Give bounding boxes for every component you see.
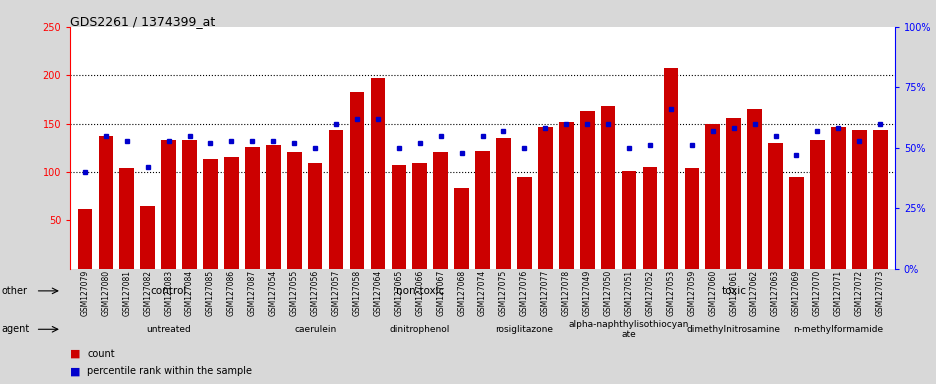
Bar: [600, 106, 615, 269]
Text: ■: ■: [70, 349, 80, 359]
Bar: [663, 68, 678, 269]
Bar: [182, 140, 197, 269]
Bar: [266, 145, 280, 269]
Bar: [244, 147, 259, 269]
Bar: [705, 124, 720, 269]
Bar: [454, 189, 468, 269]
Bar: [349, 92, 364, 269]
Text: agent: agent: [2, 324, 30, 334]
Text: non-toxic: non-toxic: [395, 286, 444, 296]
Text: other: other: [2, 286, 28, 296]
Bar: [286, 152, 301, 269]
Text: control: control: [151, 286, 186, 296]
Bar: [830, 127, 845, 269]
Bar: [579, 111, 593, 269]
Bar: [412, 163, 427, 269]
Text: percentile rank within the sample: percentile rank within the sample: [87, 366, 252, 376]
Bar: [371, 78, 385, 269]
Text: n-methylformamide: n-methylformamide: [793, 325, 883, 334]
Text: count: count: [87, 349, 114, 359]
Bar: [308, 163, 322, 269]
Bar: [433, 152, 447, 269]
Bar: [747, 109, 761, 269]
Bar: [475, 151, 490, 269]
Bar: [391, 165, 405, 269]
Bar: [329, 131, 343, 269]
Bar: [684, 168, 698, 269]
Bar: [140, 206, 154, 269]
Bar: [851, 131, 866, 269]
Bar: [768, 143, 782, 269]
Bar: [642, 167, 656, 269]
Text: untreated: untreated: [146, 325, 191, 334]
Bar: [788, 177, 803, 269]
Bar: [872, 131, 886, 269]
Bar: [161, 140, 176, 269]
Bar: [622, 171, 636, 269]
Bar: [559, 122, 573, 269]
Text: dinitrophenol: dinitrophenol: [389, 325, 449, 334]
Text: GDS2261 / 1374399_at: GDS2261 / 1374399_at: [70, 15, 215, 28]
Bar: [810, 140, 824, 269]
Text: alpha-naphthylisothiocyan
ate: alpha-naphthylisothiocyan ate: [568, 319, 689, 339]
Text: caerulein: caerulein: [294, 325, 336, 334]
Bar: [224, 157, 239, 269]
Text: ■: ■: [70, 366, 80, 376]
Bar: [725, 118, 740, 269]
Bar: [78, 209, 92, 269]
Text: rosiglitazone: rosiglitazone: [495, 325, 553, 334]
Text: dimethylnitrosamine: dimethylnitrosamine: [686, 325, 780, 334]
Text: toxic: toxic: [721, 286, 745, 296]
Bar: [496, 138, 510, 269]
Bar: [119, 168, 134, 269]
Bar: [517, 177, 531, 269]
Bar: [98, 136, 113, 269]
Bar: [203, 159, 217, 269]
Bar: [537, 127, 552, 269]
